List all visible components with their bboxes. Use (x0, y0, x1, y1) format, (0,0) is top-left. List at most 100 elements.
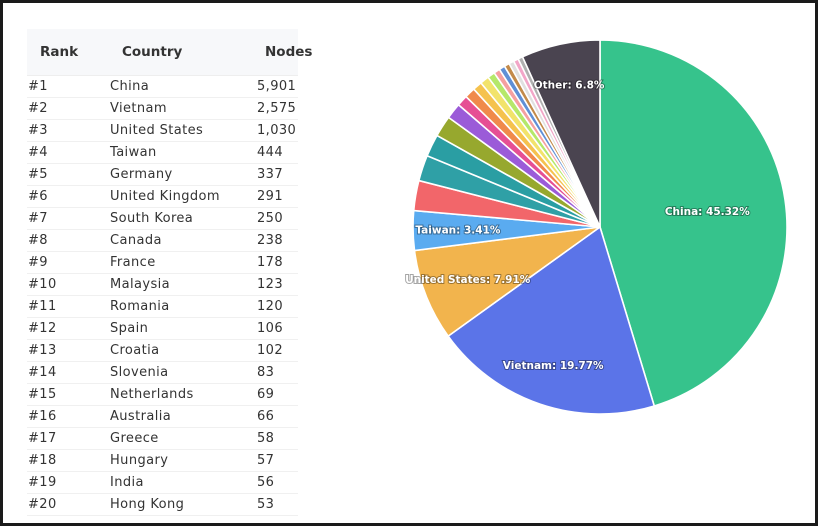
pie-slice-united-states (413, 226, 601, 338)
table-row: #15 Netherlands 69 (27, 383, 298, 406)
country-cell: Greece (97, 427, 232, 450)
nodes-cell: 1,030 (232, 119, 298, 142)
table-row: #13 Croatia 102 (27, 339, 298, 362)
rank-cell: #1 (27, 75, 97, 98)
rank-cell: #12 (27, 317, 97, 340)
rank-cell: #16 (27, 405, 97, 428)
rank-cell: #17 (27, 427, 97, 450)
table-row: #8 Canada 238 (27, 229, 298, 252)
nodes-cell: 106 (232, 317, 298, 340)
country-cell: Australia (97, 405, 232, 428)
rank-cell: #19 (27, 471, 97, 494)
rank-column-header: Rank (27, 29, 97, 76)
nodes-table-container: Rank Country Nodes #1 China 5,901 #2 Vietnam… (27, 29, 312, 516)
table-row: #12 Spain 106 (27, 317, 298, 340)
country-cell: South Korea (97, 207, 232, 230)
country-cell: Slovenia (97, 361, 232, 384)
rank-cell: #9 (27, 251, 97, 274)
country-cell: India (97, 471, 232, 494)
nodes-column-header: Nodes (232, 29, 312, 76)
pie-label-united-states: United States: 7.91% (405, 274, 531, 286)
rank-cell: #3 (27, 119, 97, 142)
nodes-cell: 53 (232, 493, 298, 516)
rank-cell: #10 (27, 273, 97, 296)
table-row: #7 South Korea 250 (27, 207, 298, 230)
country-cell: Netherlands (97, 383, 232, 406)
table-row: #5 Germany 337 (27, 163, 298, 186)
nodes-cell: 178 (232, 251, 298, 274)
pie-label-vietnam: Vietnam: 19.77% (503, 360, 604, 372)
nodes-cell: 102 (232, 339, 298, 362)
rank-cell: #13 (27, 339, 97, 362)
rank-cell: #7 (27, 207, 97, 230)
nodes-cell: 56 (232, 471, 298, 494)
nodes-cell: 123 (232, 273, 298, 296)
pie-slice-vietnam (447, 225, 656, 415)
nodes-cell: 57 (232, 449, 298, 472)
rank-cell: #14 (27, 361, 97, 384)
pie-label-taiwan: Taiwan: 3.41% (415, 225, 501, 237)
country-cell: Hungary (97, 449, 232, 472)
nodes-cell: 58 (232, 427, 298, 450)
country-cell: Hong Kong (97, 493, 232, 516)
pie-label-other: Other: 6.8% (534, 80, 605, 92)
rank-cell: #18 (27, 449, 97, 472)
nodes-cell: 83 (232, 361, 298, 384)
nodes-cell: 337 (232, 163, 298, 186)
table-row: #1 China 5,901 (27, 75, 298, 98)
country-cell: France (97, 251, 232, 274)
nodes-cell: 238 (232, 229, 298, 252)
nodes-cell: 5,901 (232, 75, 298, 98)
country-share-pie-chart: China: 45.32% Vietnam: 19.77% United State… (404, 39, 788, 415)
pie-slices (412, 39, 788, 415)
nodes-cell: 250 (232, 207, 298, 230)
table-row: #3 United States 1,030 (27, 119, 298, 142)
nodes-cell: 2,575 (232, 97, 298, 120)
table-row: #9 France 178 (27, 251, 298, 274)
nodes-cell: 291 (232, 185, 298, 208)
rank-cell: #11 (27, 295, 97, 318)
country-cell: China (97, 75, 232, 98)
country-cell: Taiwan (97, 141, 232, 164)
table-row: #6 United Kingdom 291 (27, 185, 298, 208)
rank-cell: #6 (27, 185, 97, 208)
table-row: #20 Hong Kong 53 (27, 493, 298, 516)
rank-cell: #2 (27, 97, 97, 120)
rank-cell: #20 (27, 493, 97, 516)
rank-cell: #15 (27, 383, 97, 406)
nodes-cell: 120 (232, 295, 298, 318)
table-row: #17 Greece 58 (27, 427, 298, 450)
table-row: #11 Romania 120 (27, 295, 298, 318)
country-cell: United Kingdom (97, 185, 232, 208)
pie-labels: China: 45.32% Vietnam: 19.77% United State… (404, 79, 751, 374)
country-cell: United States (97, 119, 232, 142)
table-body: #1 China 5,901 #2 Vietnam 2,575 #3 United State… (27, 75, 298, 516)
table-row: #2 Vietnam 2,575 (27, 97, 298, 120)
table-row: #10 Malaysia 123 (27, 273, 298, 296)
rank-cell: #4 (27, 141, 97, 164)
table-row: #16 Australia 66 (27, 405, 298, 428)
table-row: #19 India 56 (27, 471, 298, 494)
country-cell: Germany (97, 163, 232, 186)
country-cell: Spain (97, 317, 232, 340)
country-cell: Croatia (97, 339, 232, 362)
pie-label-china: China: 45.32% (665, 206, 750, 218)
pie-slice-china (599, 39, 788, 407)
country-cell: Vietnam (97, 97, 232, 120)
rank-cell: #5 (27, 163, 97, 186)
nodes-cell: 69 (232, 383, 298, 406)
table-header-row: Rank Country Nodes (27, 29, 312, 76)
nodes-by-country-table: Rank Country Nodes #1 China 5,901 #2 Vietnam… (27, 29, 312, 516)
table-row: #14 Slovenia 83 (27, 361, 298, 384)
country-column-header: Country (97, 29, 232, 76)
country-cell: Canada (97, 229, 232, 252)
rank-cell: #8 (27, 229, 97, 252)
country-cell: Romania (97, 295, 232, 318)
nodes-cell: 444 (232, 141, 298, 164)
pie-slice-other (521, 39, 601, 228)
country-cell: Malaysia (97, 273, 232, 296)
table-row: #18 Hungary 57 (27, 449, 298, 472)
table-row: #4 Taiwan 444 (27, 141, 298, 164)
nodes-cell: 66 (232, 405, 298, 428)
